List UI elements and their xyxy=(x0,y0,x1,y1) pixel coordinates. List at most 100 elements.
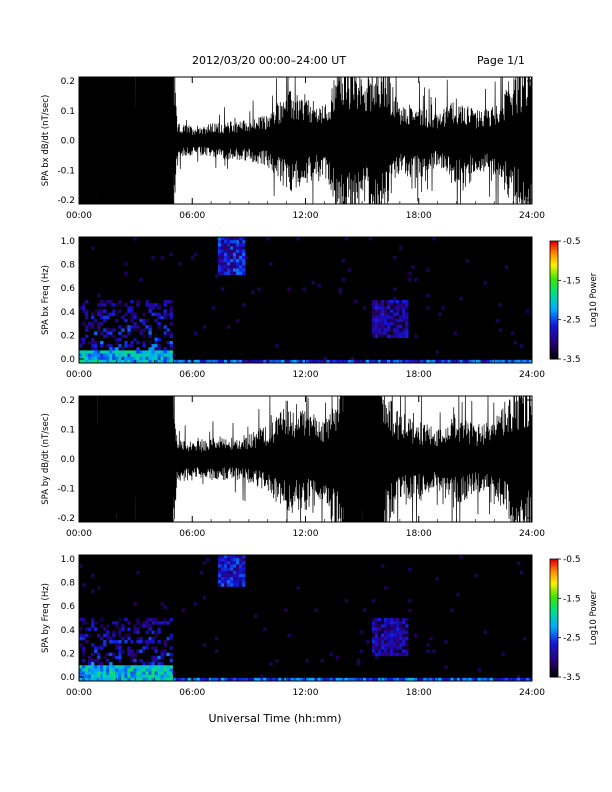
spectrogram-cell xyxy=(112,353,116,357)
spectrogram-cell xyxy=(202,325,207,329)
spectrogram-cell xyxy=(109,636,113,641)
spectrogram-cell xyxy=(103,668,107,672)
spectrogram-cell xyxy=(405,303,409,307)
y-axis-label: SPA by Freq (Hz) xyxy=(41,583,51,653)
spectrogram-cell xyxy=(399,331,403,335)
spectrogram-cell xyxy=(233,561,237,565)
spectrogram-cell xyxy=(157,640,161,644)
spectrogram-cell xyxy=(393,331,397,335)
spectrogram-cell xyxy=(142,677,146,682)
spectrogram-cell xyxy=(371,334,376,339)
colorbar-cell xyxy=(550,270,558,273)
spectrogram-cell xyxy=(371,315,376,320)
colorbar-cell xyxy=(550,290,558,293)
spectrogram-cell xyxy=(390,328,394,332)
spectrogram-cell xyxy=(381,652,385,657)
spectrogram-cell xyxy=(130,309,134,313)
spectrogram-cell xyxy=(139,350,143,354)
spectrogram-cell xyxy=(432,677,436,682)
spectrogram-cell xyxy=(390,636,394,641)
spectrogram-cell xyxy=(208,359,213,364)
spectrogram-cell xyxy=(223,268,228,272)
spectrogram-cell xyxy=(396,618,400,622)
spectrogram-cell xyxy=(220,570,225,575)
spectrogram-cell xyxy=(151,347,155,351)
spectrogram-cell xyxy=(112,303,116,307)
spectrogram-cell xyxy=(118,640,122,644)
spectrogram-cell xyxy=(100,643,104,647)
spectrogram-cell xyxy=(483,359,487,364)
spectrogram-cell xyxy=(100,356,104,361)
spectrogram-cell xyxy=(242,555,246,559)
spectrogram-cell xyxy=(381,640,385,644)
spectrogram-cell xyxy=(118,658,122,663)
spectrogram-cell xyxy=(435,359,439,364)
spectrogram-cell xyxy=(272,359,276,364)
spectrogram-cell xyxy=(163,640,167,644)
spectrogram-cell xyxy=(88,665,92,669)
spectrogram-cell xyxy=(281,359,285,364)
colorbar-cell xyxy=(550,594,558,597)
spectrogram-cell xyxy=(145,621,149,625)
spectrogram-cell xyxy=(377,646,382,650)
spectrogram-cell xyxy=(82,337,86,342)
spectrogram-cell xyxy=(166,674,170,679)
spectrogram-cell xyxy=(169,668,173,672)
x-axis-label: Universal Time (hh:mm) xyxy=(209,712,342,725)
spectrogram-cell xyxy=(223,243,228,247)
spectrogram-cell xyxy=(211,359,216,364)
spectrogram-cell xyxy=(103,627,107,631)
spectrogram-cell xyxy=(163,303,167,307)
spectrogram-cell xyxy=(302,287,306,291)
spectrogram-cell xyxy=(226,240,231,244)
spectrogram-cell xyxy=(97,353,101,357)
spectrogram-cell xyxy=(112,350,116,354)
spectrogram-cell xyxy=(157,353,161,357)
spectrogram-cell xyxy=(130,306,134,310)
spectrogram-cell xyxy=(347,359,352,364)
spectrogram-cell xyxy=(151,353,155,357)
spectrogram-cell xyxy=(393,624,397,628)
spectrogram-cell xyxy=(124,665,128,669)
spectrogram-cell xyxy=(223,240,228,244)
spectrogram-cell xyxy=(85,353,89,357)
spectrogram-cell xyxy=(408,277,412,282)
spectrogram-cell xyxy=(79,668,83,672)
spectrogram-cell xyxy=(112,309,116,313)
spectrogram-cell xyxy=(136,325,140,329)
spectrogram-cell xyxy=(390,331,394,335)
spectrogram-cell xyxy=(242,252,246,257)
spectrogram-cell xyxy=(139,674,143,679)
spectrogram-cell xyxy=(133,624,137,628)
spectrogram-cell xyxy=(118,633,122,638)
spectrogram-cell xyxy=(402,322,406,326)
spectrogram-cell xyxy=(230,255,234,260)
spectrogram-cell xyxy=(133,322,137,326)
spectrogram-cell xyxy=(226,558,231,562)
spectrogram-cell xyxy=(151,618,155,622)
spectrogram-cell xyxy=(112,665,116,669)
spectrogram-cell xyxy=(130,668,134,672)
spectrogram-cell xyxy=(233,243,237,247)
spectrogram-cell xyxy=(94,318,98,323)
spectrogram-cell xyxy=(100,303,104,307)
spectrogram-cell xyxy=(402,331,406,335)
spectrogram-cell xyxy=(169,356,173,361)
spectrogram-cell xyxy=(166,353,170,357)
spectrogram-cell xyxy=(112,334,116,339)
spectrogram-cell xyxy=(103,633,107,638)
spectrogram-cell xyxy=(88,674,92,679)
spectrogram-cell xyxy=(432,649,436,653)
spectrogram-cell xyxy=(109,331,113,335)
spectrogram-cell xyxy=(91,356,95,361)
spectrogram-cell xyxy=(166,668,170,672)
spectrogram-cell xyxy=(381,649,385,653)
spectrogram-cell xyxy=(504,677,509,682)
spectrogram-cell xyxy=(109,303,113,307)
spectrogram-cell xyxy=(371,646,376,650)
spectrogram-cell xyxy=(85,334,89,339)
spectrogram-cell xyxy=(456,592,460,597)
spectrogram-cell xyxy=(402,306,406,310)
spectrogram-cell xyxy=(263,627,267,631)
spectrogram-cell xyxy=(399,325,403,329)
